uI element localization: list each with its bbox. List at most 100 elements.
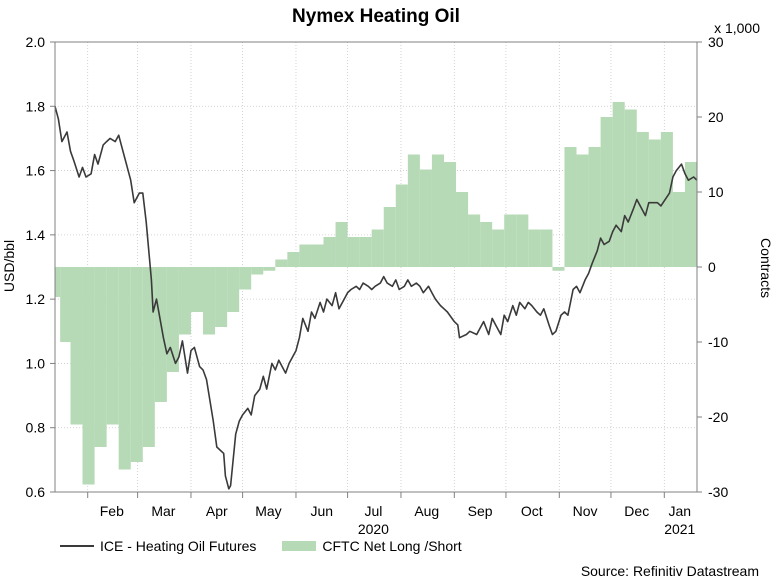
cftc-area-step [684,162,697,267]
legend-label: ICE - Heating Oil Futures [100,538,257,554]
x-axis-month-label: Oct [521,503,543,519]
cftc-area-step [82,267,95,485]
cftc-area-step [624,109,637,267]
cftc-area-step [576,154,589,267]
cftc-area-step [468,214,481,267]
source-note: Source: Refinitiv Datastream [580,563,759,579]
right-axis-tick-label: 30 [708,34,724,50]
right-axis-tick-label: -20 [708,409,728,425]
cftc-area-step [335,222,348,267]
cftc-area-step [395,184,408,267]
cftc-area-step [299,244,312,267]
left-axis-tick-label: 0.8 [26,420,46,436]
cftc-area-step [142,267,155,447]
cftc-area-step [55,267,61,297]
cftc-area-step [130,267,143,462]
right-axis-label: Contracts [758,238,773,298]
legend-swatch-area [282,541,317,551]
left-axis-tick-label: 0.6 [26,484,46,500]
cftc-area-step [190,267,204,312]
cftc-area-step [178,267,191,335]
cftc-area-step [203,267,216,335]
right-axis-tick-label: -30 [708,484,728,500]
cftc-area-step [154,267,167,402]
x-axis-month-label: Aug [414,503,439,519]
x-axis-month-label: Jul [364,503,382,519]
cftc-area-step [275,259,288,267]
cftc-area-step [528,229,541,267]
cftc-area-step [504,214,517,267]
cftc-area-step [660,132,673,267]
legend-item-cftc: CFTC Net Long /Short [282,538,462,554]
left-axis-tick-label: 1.2 [26,291,46,307]
cftc-area-step [552,267,565,271]
cftc-area-step [215,267,228,327]
cftc-area-step [60,267,71,342]
cftc-area-step [540,229,553,267]
cftc-area-step [227,267,240,312]
x-axis-month-label: Dec [624,503,649,519]
cftc-area-step [612,102,625,267]
cftc-area-step [287,252,300,267]
legend-label: CFTC Net Long /Short [322,538,462,554]
cftc-area-step [672,192,685,267]
cftc-area-step [431,154,444,267]
right-axis-tick-label: 20 [708,109,724,125]
cftc-area-step [443,162,457,267]
cftc-area-step [347,237,360,267]
cftc-area-step [588,147,601,267]
left-axis: 0.6 0.8 1.0 1.2 1.4 1.6 1.8 2.0 [26,34,55,500]
cftc-area-step [263,267,276,271]
x-axis-month-label: May [255,503,281,519]
right-axis: -30 -20 -10 0 10 20 30 [697,34,728,500]
right-axis-tick-label: 0 [708,259,716,275]
x-axis-month-label: Nov [573,503,598,519]
cftc-area-step [94,267,107,447]
left-axis-label: USD/bbl [1,240,17,292]
cftc-area-step [323,237,336,267]
x-axis-month-label: Jun [310,503,333,519]
left-axis-tick-label: 1.0 [26,355,46,371]
x-axis-month-label: Apr [206,503,228,519]
legend: ICE - Heating Oil Futures CFTC Net Long … [60,538,488,554]
left-axis-tick-label: 1.4 [26,227,46,243]
right-axis-tick-label: -10 [708,334,728,350]
cftc-area-series [55,102,698,485]
cftc-area-step [600,117,613,267]
x-axis-month-label: Mar [151,503,175,519]
cftc-area-step [480,222,493,267]
x-axis-month-label: Feb [100,503,124,519]
legend-item-heating-oil: ICE - Heating Oil Futures [60,538,256,554]
cftc-area-step [106,267,119,425]
x-axis-year-label: 2020 [358,521,389,537]
cftc-area-step [564,147,577,267]
x-axis-month-label: Jan [668,503,691,519]
heating-oil-line-series [54,106,698,490]
cftc-area-step [311,244,324,267]
cftc-area-step [118,267,131,470]
cftc-area-step [166,267,179,372]
cftc-area-step [239,267,252,290]
cftc-area-step [70,267,83,425]
cftc-area-step [492,229,505,267]
cftc-area-step [359,237,372,267]
right-axis-multiplier: x 1,000 [714,20,760,36]
left-axis-tick-label: 1.8 [26,98,46,114]
cftc-area-step [383,207,396,267]
left-axis-tick-label: 1.6 [26,163,46,179]
heating-oil-line [54,106,698,490]
chart-title: Nymex Heating Oil [292,6,460,27]
cftc-area-step [456,192,469,267]
cftc-area-step [371,229,384,267]
cftc-area-step [407,154,420,267]
cftc-area-step [419,169,432,267]
x-axis: Feb Mar Apr May Jun Jul Aug Sep Oct Nov Dec Jan 2020… [87,492,696,537]
legend-swatch-line [60,545,94,547]
x-axis-month-label: Sep [468,503,493,519]
x-axis-year-label: 2021 [664,521,695,537]
right-axis-tick-label: 10 [708,184,724,200]
cftc-area-step [251,267,264,275]
cftc-area-step [636,132,649,267]
left-axis-tick-label: 2.0 [26,34,46,50]
